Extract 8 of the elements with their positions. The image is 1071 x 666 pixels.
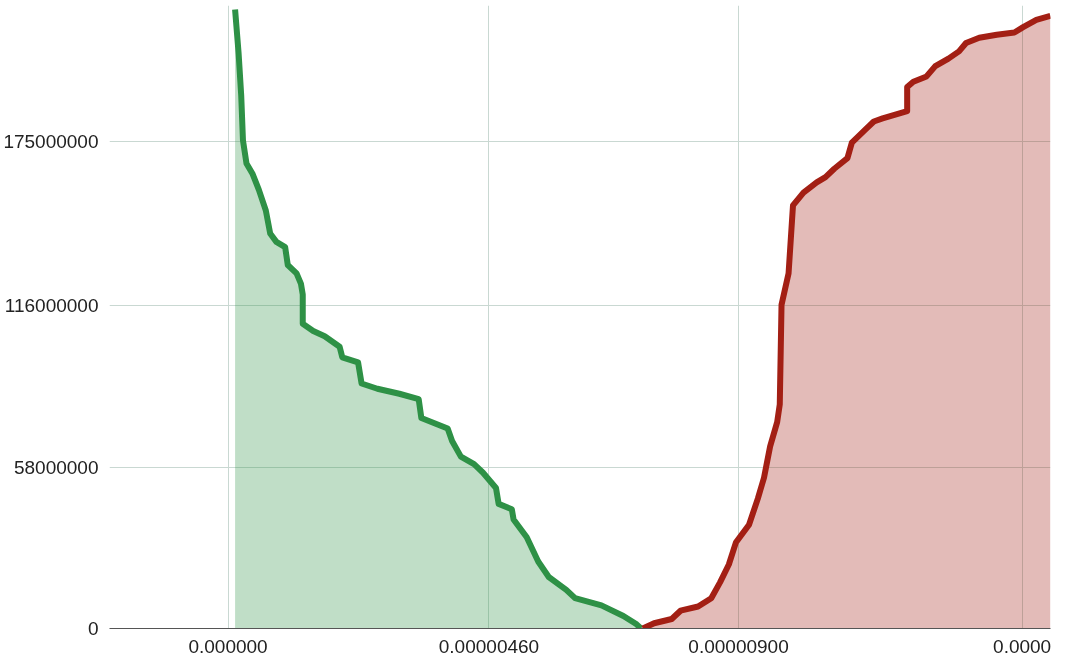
x-tick-label: 0.00000900 bbox=[688, 635, 789, 657]
x-tick-label: 0.0000 bbox=[993, 635, 1052, 657]
y-tick-label: 175000000 bbox=[3, 131, 99, 153]
y-tick-label: 0 bbox=[87, 618, 99, 639]
y-tick-label: 58000000 bbox=[13, 456, 99, 478]
y-tick-label: 116000000 bbox=[4, 295, 99, 317]
x-tick-label: 0.000000 bbox=[188, 635, 268, 657]
x-tick-label: 0.00000460 bbox=[438, 635, 540, 657]
